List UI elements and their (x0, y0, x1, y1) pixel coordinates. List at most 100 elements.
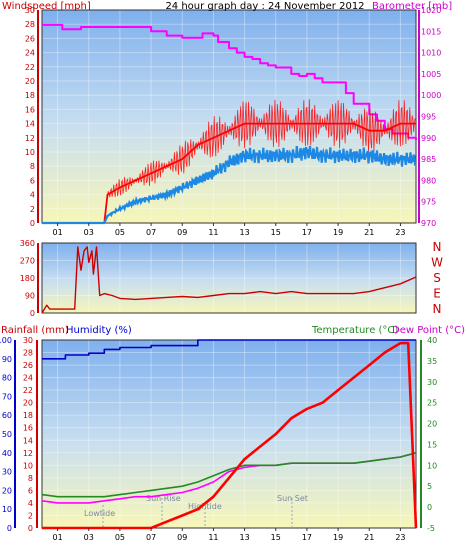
barometer-tick-label: 1015 (421, 27, 441, 36)
humidity-tick-label: 10 (2, 505, 12, 514)
rainfall-tick-label: 26 (23, 361, 33, 370)
temperature-tick-label: 10 (427, 461, 437, 470)
x-tick-label: 21 (364, 228, 374, 237)
wind-gust-texture (107, 99, 416, 198)
humidity-line (42, 339, 416, 360)
x-tick-label: 15 (271, 533, 281, 542)
climate-panel-ticks: 01 03 05 07 09 11 13 15 17 19 21 230246810121416182… (0, 336, 437, 542)
climate-panel-grid (42, 339, 416, 529)
x-tick-label: 01 (52, 228, 62, 237)
rainfall-line (42, 341, 418, 530)
compass-label: N (433, 240, 442, 254)
rainfall-tick-label: 16 (23, 424, 33, 433)
x-tick-label: 13 (239, 533, 249, 542)
humidity-tick-label: 80 (2, 374, 12, 383)
rainfall-tick-label: 30 (23, 336, 33, 345)
windspeed-tick-label: 2 (30, 205, 35, 214)
humidity-axis-label: Humidity (%) (66, 325, 132, 336)
barometer-tick-label: 985 (421, 155, 436, 164)
x-tick-label: 19 (333, 228, 343, 237)
barometer-tick-label: 975 (421, 198, 436, 207)
x-tick-label: 11 (208, 533, 218, 542)
x-tick-label: 05 (115, 228, 125, 237)
x-tick-label: 17 (302, 228, 312, 237)
windspeed-tick-label: 6 (30, 176, 35, 185)
annotation-sunrise: Sun Rise (146, 494, 181, 503)
temperature-tick-label: 0 (427, 503, 432, 512)
wind-direction-line (41, 246, 417, 314)
humidity-tick-label: 90 (2, 355, 12, 364)
x-tick-label: 11 (208, 228, 218, 237)
x-tick-label: 03 (84, 228, 94, 237)
temperature-tick-label: 20 (427, 420, 437, 429)
windspeed-tick-label: 26 (25, 34, 35, 43)
compass-label: N (433, 302, 442, 316)
rainfall-tick-label: 28 (23, 349, 33, 358)
dewpoint-axis-label: Dew Point (°C) (392, 325, 465, 336)
direction-tick-label: 360 (20, 239, 35, 248)
rainfall-tick-label: 10 (23, 461, 33, 470)
barometer-tick-label: 970 (421, 219, 436, 228)
rainfall-tick-label: 0 (28, 524, 33, 533)
windspeed-tick-label: 28 (25, 20, 35, 29)
rainfall-tick-label: 18 (23, 411, 33, 420)
barometer-axis-label: Barometer [mb] (372, 1, 452, 12)
direction-panel-background (42, 243, 416, 313)
wind-gust-line (42, 122, 416, 224)
windspeed-tick-label: 16 (25, 105, 35, 114)
temperature-tick-label: 25 (427, 399, 437, 408)
wind-average-line (42, 145, 417, 225)
x-tick-label: 07 (146, 533, 156, 542)
barometer-tick-label: 1010 (421, 49, 441, 58)
wind-panel-frame (41, 9, 417, 224)
rainfall-tick-label: 6 (28, 486, 33, 495)
temperature-tick-label: 35 (427, 357, 437, 366)
rainfall-tick-label: 4 (28, 499, 33, 508)
windspeed-tick-label: 20 (25, 77, 35, 86)
compass-label: E (433, 287, 441, 301)
temperature-tick-label: 15 (427, 440, 437, 449)
climate-panel-series (41, 339, 418, 530)
barometer-line (42, 23, 417, 140)
temperature-tick-label: -5 (427, 524, 435, 533)
x-tick-label: 05 (115, 533, 125, 542)
compass-label: S (433, 271, 441, 285)
barometer-tick-label: 1000 (421, 91, 441, 100)
x-tick-label: 15 (271, 228, 281, 237)
temperature-tick-label: 5 (427, 482, 432, 491)
windspeed-tick-label: 4 (30, 191, 35, 200)
temperature-line (41, 452, 417, 498)
x-tick-label: 13 (239, 228, 249, 237)
humidity-tick-label: 20 (2, 486, 12, 495)
barometer-tick-label: 1005 (421, 70, 441, 79)
direction-tick-label: 0 (30, 309, 35, 318)
annotation-hightide: Hightide (188, 502, 222, 511)
x-tick-label: 09 (177, 533, 187, 542)
annotation-lowtide: Lowtide (84, 509, 115, 518)
x-tick-label: 17 (302, 533, 312, 542)
wind-panel-series (42, 23, 417, 225)
x-tick-label: 09 (177, 228, 187, 237)
windspeed-tick-label: 8 (30, 162, 35, 171)
rainfall-tick-label: 24 (23, 374, 33, 383)
climate-panel-background (42, 340, 416, 528)
rainfall-axis-label: Rainfall (mm) (1, 325, 69, 336)
direction-tick-label: 180 (20, 274, 35, 283)
windspeed-tick-label: 14 (25, 120, 35, 129)
x-tick-label: 19 (333, 533, 343, 542)
windspeed-tick-label: 22 (25, 63, 35, 72)
compass-label: W (431, 256, 443, 270)
x-tick-label: 01 (52, 533, 62, 542)
direction-tick-label: 90 (25, 292, 35, 301)
windspeed-tick-label: 12 (25, 134, 35, 143)
humidity-tick-label: 100 (0, 336, 12, 345)
chart-title: 24 hour graph day : 24 November 2012 (165, 1, 364, 12)
windspeed-tick-label: 18 (25, 91, 35, 100)
humidity-tick-label: 60 (2, 411, 12, 420)
rainfall-tick-label: 2 (28, 511, 33, 520)
direction-tick-label: 270 (20, 257, 35, 266)
temperature-tick-label: 30 (427, 378, 437, 387)
barometer-tick-label: 990 (421, 134, 436, 143)
